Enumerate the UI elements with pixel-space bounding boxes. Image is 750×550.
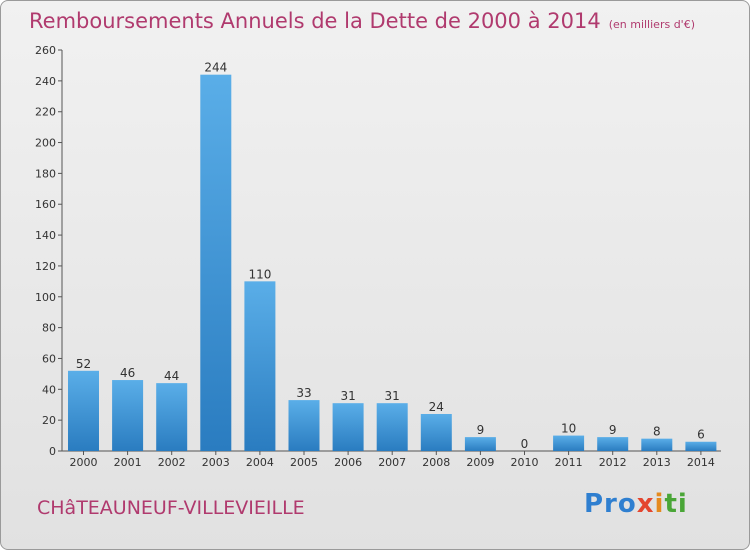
bar xyxy=(376,403,408,451)
data-label: 31 xyxy=(385,389,400,403)
y-axis: 0 20 40 60 80 100 120 140 160 180 200 220 240 260 xyxy=(35,44,63,458)
x-tick-label: 2013 xyxy=(643,456,671,469)
data-label: 6 xyxy=(697,428,705,442)
data-label: 52 xyxy=(76,357,91,371)
y-tick-label: 40 xyxy=(42,383,56,396)
bar xyxy=(288,400,320,451)
data-label: 0 xyxy=(521,437,529,451)
y-tick-label: 120 xyxy=(35,260,56,273)
chart-subtitle: (en milliers d'€) xyxy=(608,18,695,31)
x-tick-label: 2005 xyxy=(290,456,318,469)
logo-part-4: ti xyxy=(664,489,688,519)
bar xyxy=(200,74,232,451)
data-label: 44 xyxy=(164,369,179,383)
bar xyxy=(597,437,629,451)
logo-part-2: x xyxy=(636,489,655,519)
data-label: 10 xyxy=(561,422,576,436)
chart-title: Remboursements Annuels de la Dette de 20… xyxy=(29,9,695,33)
x-tick-label: 2014 xyxy=(687,456,715,469)
y-tick-label: 60 xyxy=(42,352,56,365)
y-tick-label: 200 xyxy=(35,137,56,150)
x-axis: 2000 2001 2002 2003 2004 2005 2006 2007 2008 2009… xyxy=(62,450,721,469)
y-tick-label: 140 xyxy=(35,229,56,242)
bar xyxy=(553,435,585,451)
y-tick-label: 160 xyxy=(35,198,56,211)
bar xyxy=(112,380,144,451)
x-tick-label: 2006 xyxy=(334,456,362,469)
commune-name: CHâTEAUNEUF-VILLEVIEILLE xyxy=(37,497,305,519)
x-tick-label: 2000 xyxy=(70,456,98,469)
x-tick-label: 2009 xyxy=(466,456,494,469)
data-label: 9 xyxy=(609,423,617,437)
data-label: 8 xyxy=(653,425,661,439)
bar xyxy=(464,437,496,451)
logo-part-1: Pro xyxy=(584,489,637,519)
x-tick-label: 2002 xyxy=(158,456,186,469)
y-tick-label: 0 xyxy=(49,445,56,458)
y-tick-label: 220 xyxy=(35,106,56,119)
data-label: 31 xyxy=(340,389,355,403)
data-label: 244 xyxy=(204,61,227,75)
y-tick-label: 20 xyxy=(42,414,56,427)
data-label: 9 xyxy=(477,423,485,437)
x-tick-label: 2011 xyxy=(555,456,583,469)
x-tick-label: 2003 xyxy=(202,456,230,469)
logo-part-3: i xyxy=(654,489,665,519)
bar xyxy=(685,441,717,451)
data-label: 33 xyxy=(296,386,311,400)
y-tick-label: 80 xyxy=(42,322,56,335)
data-labels: 52 46 44 244 110 33 31 31 24 9 0 10 9 8 6 xyxy=(76,61,705,451)
bar xyxy=(68,370,99,451)
x-tick-label: 2012 xyxy=(599,456,627,469)
y-tick-label: 240 xyxy=(35,75,56,88)
bar xyxy=(641,438,673,451)
bar xyxy=(244,281,276,451)
x-tick-label: 2008 xyxy=(422,456,450,469)
data-label: 46 xyxy=(120,366,135,380)
bar xyxy=(156,383,188,451)
data-label: 24 xyxy=(429,400,444,414)
bar xyxy=(420,413,452,451)
data-label: 110 xyxy=(248,267,271,281)
y-tick-label: 260 xyxy=(35,44,56,57)
x-tick-label: 2010 xyxy=(511,456,539,469)
x-tick-label: 2004 xyxy=(246,456,274,469)
chart-title-text: Remboursements Annuels de la Dette de 20… xyxy=(29,9,601,33)
bars xyxy=(68,74,717,451)
bar xyxy=(332,403,364,451)
y-tick-label: 180 xyxy=(35,167,56,180)
y-tick-label: 100 xyxy=(35,291,56,304)
x-tick-label: 2001 xyxy=(114,456,142,469)
proxiti-logo: Proxiti xyxy=(584,489,688,519)
x-tick-label: 2007 xyxy=(378,456,406,469)
